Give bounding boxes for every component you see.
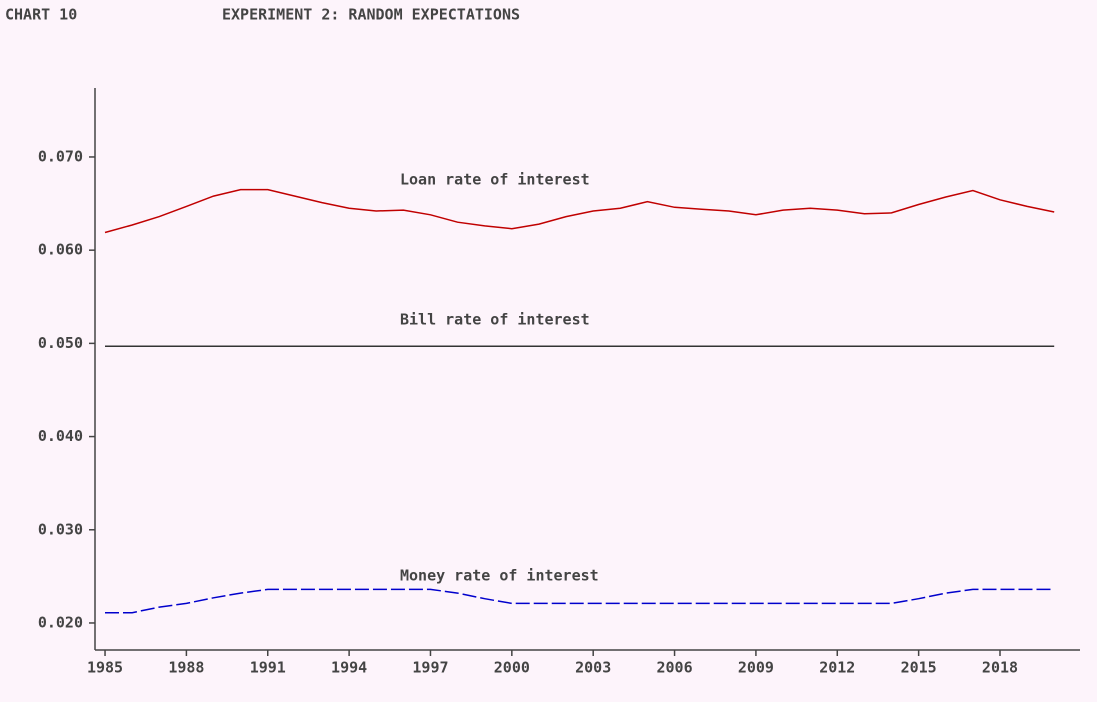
y-tick-label: 0.070 (38, 147, 83, 165)
series-label: Loan rate of interest (400, 171, 590, 189)
x-tick-label: 2000 (494, 659, 530, 677)
x-tick-label: 2018 (982, 659, 1018, 677)
series-line (105, 588, 1055, 614)
x-tick-label: 2015 (901, 659, 937, 677)
x-tick-label: 2006 (656, 659, 692, 677)
x-tick-label: 2009 (738, 659, 774, 677)
x-tick-label: 2003 (575, 659, 611, 677)
y-tick-label: 0.020 (38, 613, 83, 631)
x-tick-label: 1991 (250, 659, 286, 677)
series-label: Money rate of interest (400, 567, 599, 585)
y-tick-label: 0.030 (38, 520, 83, 538)
x-tick-label: 1985 (87, 659, 123, 677)
y-tick-label: 0.060 (38, 241, 83, 259)
x-tick-label: 2012 (819, 659, 855, 677)
y-tick-label: 0.040 (38, 427, 83, 445)
chart-title: EXPERIMENT 2: RANDOM EXPECTATIONS (222, 6, 520, 24)
y-tick-label: 0.050 (38, 334, 83, 352)
series-line (104, 188, 1055, 234)
series-label: Bill rate of interest (400, 311, 590, 329)
chart-number: CHART 10 (5, 6, 77, 24)
x-tick-label: 1994 (331, 659, 367, 677)
x-tick-label: 1988 (168, 659, 204, 677)
x-tick-label: 1997 (412, 659, 448, 677)
